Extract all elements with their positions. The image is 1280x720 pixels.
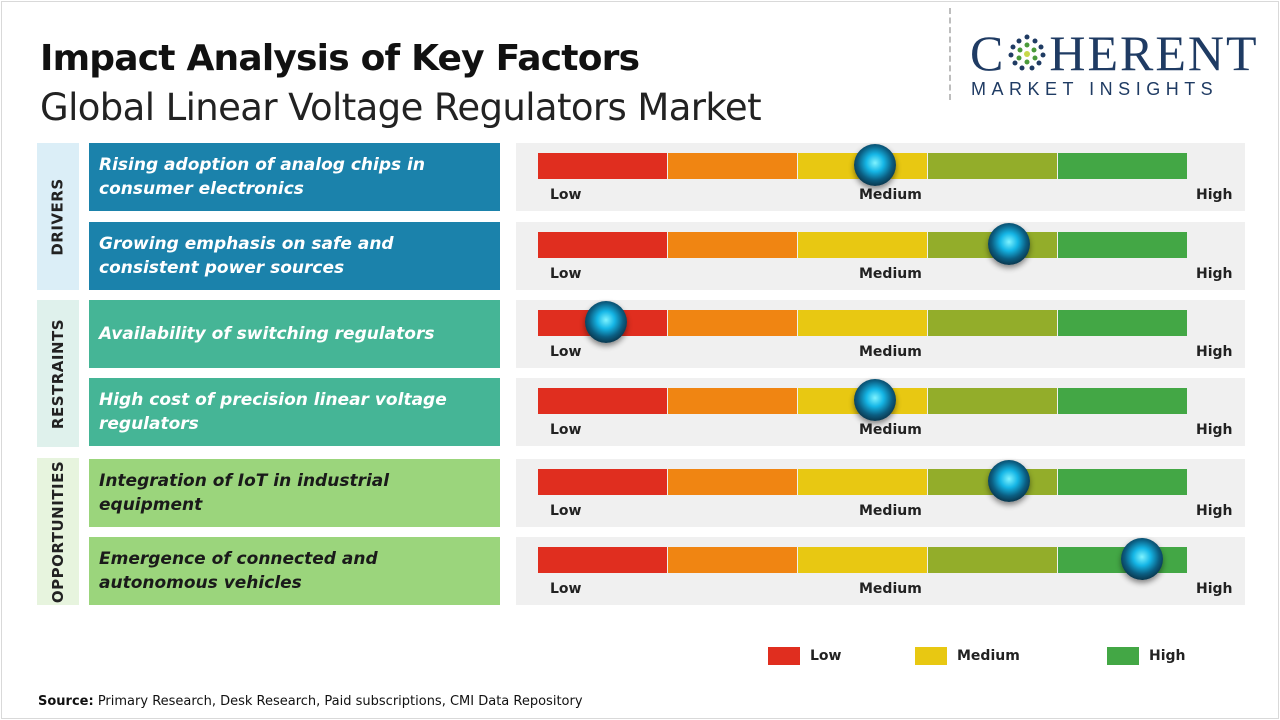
segment-medium-high bbox=[928, 153, 1057, 179]
category-restraints: RESTRAINTS bbox=[37, 300, 79, 447]
page-subtitle: Global Linear Voltage Regulators Market bbox=[40, 86, 762, 129]
legend-label-high: High bbox=[1149, 648, 1186, 664]
segment-low-medium bbox=[668, 153, 797, 179]
segment-low bbox=[538, 153, 667, 179]
segment-high bbox=[1058, 153, 1187, 179]
scale-high-label: High bbox=[1196, 266, 1233, 282]
segment-medium-high bbox=[928, 547, 1057, 573]
impact-indicator-knob bbox=[854, 144, 897, 186]
segment-low bbox=[538, 547, 667, 573]
segment-low-medium bbox=[668, 547, 797, 573]
impact-gauge-5: Low Medium High bbox=[516, 459, 1245, 527]
segment-low bbox=[538, 469, 667, 495]
category-drivers-label: DRIVERS bbox=[49, 177, 68, 256]
segment-high bbox=[1058, 469, 1187, 495]
legend-swatch-low bbox=[768, 647, 800, 665]
logo-letters-herent: HERENT bbox=[1049, 25, 1259, 81]
factor-row-5: Integration of IoT in industrial equipme… bbox=[89, 459, 500, 527]
category-restraints-label: RESTRAINTS bbox=[49, 318, 68, 429]
scale-low-label: Low bbox=[550, 503, 582, 519]
scale-low-label: Low bbox=[550, 266, 582, 282]
impact-indicator-knob bbox=[987, 223, 1030, 265]
scale-medium-label: Medium bbox=[859, 503, 922, 519]
factor-text: High cost of precision linear voltage re… bbox=[99, 390, 447, 434]
scale-high-label: High bbox=[1196, 422, 1233, 438]
company-logo: C HERENT bbox=[970, 28, 1259, 78]
impact-indicator-knob bbox=[1120, 538, 1163, 580]
logo-letter-c: C bbox=[970, 25, 1006, 81]
scale-medium-label: Medium bbox=[859, 266, 922, 282]
scale-low-label: Low bbox=[550, 581, 582, 597]
factor-text: Growing emphasis on safe and consistent … bbox=[99, 234, 394, 278]
source-note: Source: Primary Research, Desk Research,… bbox=[38, 694, 583, 709]
scale-medium-label: Medium bbox=[859, 422, 922, 438]
legend-swatch-high bbox=[1107, 647, 1139, 665]
segment-medium-high bbox=[928, 388, 1057, 414]
segment-low-medium bbox=[668, 388, 797, 414]
category-drivers: DRIVERS bbox=[37, 143, 79, 290]
source-label: Source: bbox=[38, 694, 94, 709]
impact-gauge-1: Low Medium High bbox=[516, 143, 1245, 211]
scale-high-label: High bbox=[1196, 344, 1233, 360]
category-opportunities-label: OPPORTUNITIES bbox=[49, 460, 67, 603]
segment-medium bbox=[798, 232, 927, 258]
segment-low bbox=[538, 232, 667, 258]
impact-gauge-4: Low Medium High bbox=[516, 378, 1245, 446]
segment-low bbox=[538, 388, 667, 414]
gauge-bar bbox=[538, 153, 1187, 179]
factor-text: Integration of IoT in industrial equipme… bbox=[99, 471, 390, 515]
logo-dots-icon bbox=[1008, 34, 1046, 71]
segment-medium bbox=[798, 469, 927, 495]
legend-label-medium: Medium bbox=[957, 648, 1020, 664]
source-text: Primary Research, Desk Research, Paid su… bbox=[93, 694, 583, 709]
scale-low-label: Low bbox=[550, 344, 582, 360]
segment-medium-high bbox=[928, 310, 1057, 336]
legend-item-low: Low bbox=[768, 647, 841, 665]
gauge-bar bbox=[538, 310, 1187, 336]
logo-divider bbox=[949, 8, 951, 100]
scale-low-label: Low bbox=[550, 187, 582, 203]
impact-gauge-6: Low Medium High bbox=[516, 537, 1245, 605]
factor-row-1: Rising adoption of analog chips in consu… bbox=[89, 143, 500, 211]
legend-item-medium: Medium bbox=[915, 647, 1020, 665]
gauge-bar bbox=[538, 547, 1187, 573]
segment-low-medium bbox=[668, 232, 797, 258]
factor-text: Rising adoption of analog chips in consu… bbox=[99, 155, 425, 199]
factor-text: Emergence of connected and autonomous ve… bbox=[99, 549, 378, 593]
scale-medium-label: Medium bbox=[859, 187, 922, 203]
segment-low-medium bbox=[668, 310, 797, 336]
scale-medium-label: Medium bbox=[859, 344, 922, 360]
impact-gauge-3: Low Medium High bbox=[516, 300, 1245, 368]
segment-medium bbox=[798, 547, 927, 573]
factor-row-3: Availability of switching regulators bbox=[89, 300, 500, 368]
scale-high-label: High bbox=[1196, 187, 1233, 203]
category-opportunities: OPPORTUNITIES bbox=[37, 458, 79, 605]
segment-low-medium bbox=[668, 469, 797, 495]
scale-high-label: High bbox=[1196, 581, 1233, 597]
scale-high-label: High bbox=[1196, 503, 1233, 519]
factor-row-6: Emergence of connected and autonomous ve… bbox=[89, 537, 500, 605]
legend-label-low: Low bbox=[810, 648, 842, 664]
scale-low-label: Low bbox=[550, 422, 582, 438]
legend-item-high: High bbox=[1107, 647, 1186, 665]
page-title: Impact Analysis of Key Factors bbox=[40, 38, 640, 79]
impact-gauge-2: Low Medium High bbox=[516, 222, 1245, 290]
impact-indicator-knob bbox=[585, 301, 628, 343]
gauge-bar bbox=[538, 469, 1187, 495]
segment-high bbox=[1058, 310, 1187, 336]
factor-row-2: Growing emphasis on safe and consistent … bbox=[89, 222, 500, 290]
gauge-bar bbox=[538, 232, 1187, 258]
logo-tagline: MARKET INSIGHTS bbox=[971, 79, 1219, 99]
scale-medium-label: Medium bbox=[859, 581, 922, 597]
factor-text: Availability of switching regulators bbox=[99, 324, 435, 344]
segment-medium bbox=[798, 310, 927, 336]
impact-indicator-knob bbox=[854, 379, 897, 421]
impact-indicator-knob bbox=[987, 460, 1030, 502]
segment-high bbox=[1058, 232, 1187, 258]
factor-row-4: High cost of precision linear voltage re… bbox=[89, 378, 500, 446]
legend-swatch-medium bbox=[915, 647, 947, 665]
segment-high bbox=[1058, 388, 1187, 414]
